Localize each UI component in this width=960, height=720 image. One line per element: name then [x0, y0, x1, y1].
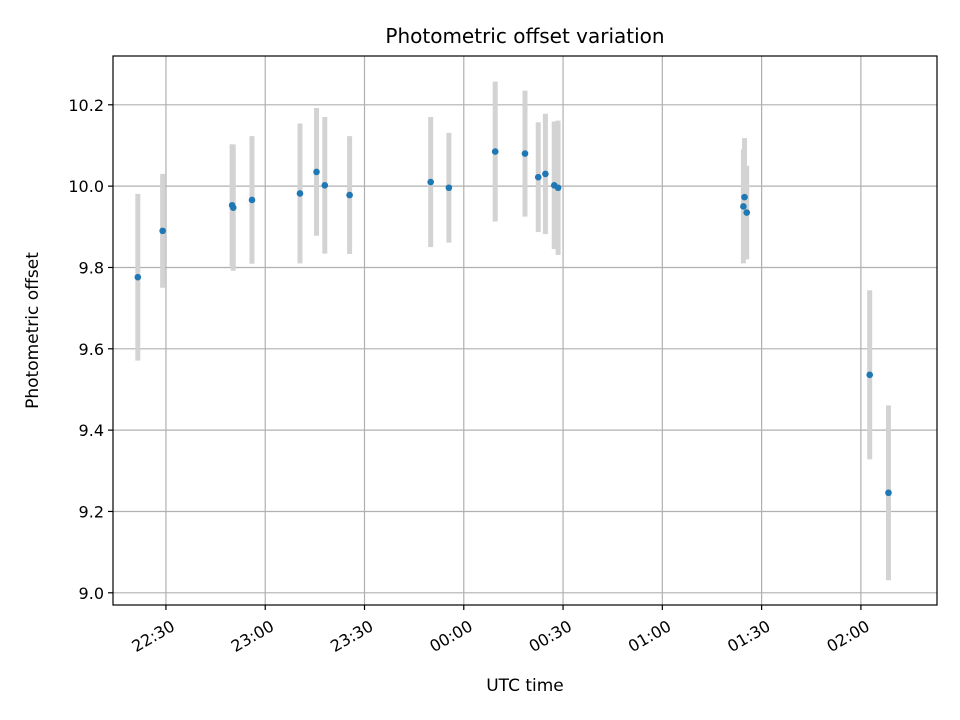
- data-point: [248, 196, 256, 204]
- data-point: [427, 178, 434, 186]
- y-tick-label: 9.6: [79, 340, 104, 359]
- data-point: [313, 168, 320, 176]
- y-tick-label: 9.4: [79, 421, 104, 440]
- data-point: [534, 173, 542, 181]
- data-point: [321, 182, 329, 189]
- plot-frame: [112, 55, 938, 606]
- data-point: [134, 273, 142, 281]
- data-point: [885, 489, 892, 497]
- data-point: [491, 148, 499, 155]
- data-point: [159, 227, 166, 235]
- y-tick-label: 10.0: [68, 177, 104, 196]
- data-point: [521, 150, 529, 157]
- data-point: [866, 371, 874, 379]
- data-point: [741, 193, 748, 201]
- y-tick-label: 9.0: [79, 584, 104, 603]
- data-point: [445, 184, 453, 192]
- data-point: [296, 190, 304, 197]
- y-axis-ticks: 9.0 9.2 9.4 9.6 9.8 10.0 10.2: [68, 96, 113, 603]
- y-tick-label: 9.2: [79, 502, 104, 521]
- y-tick-label: 10.2: [68, 96, 104, 115]
- chart-title: Photometric offset variation: [385, 24, 664, 48]
- data-point: [229, 204, 237, 211]
- data-point: [740, 203, 747, 210]
- data-point: [346, 191, 353, 199]
- data-point: [554, 184, 562, 192]
- data-point: [743, 209, 751, 216]
- y-axis-label: Photometric offset: [23, 252, 43, 409]
- y-tick-label: 9.8: [79, 258, 104, 277]
- data-points: [134, 148, 892, 497]
- data-point: [542, 170, 549, 178]
- x-axis-label: UTC time: [486, 676, 564, 696]
